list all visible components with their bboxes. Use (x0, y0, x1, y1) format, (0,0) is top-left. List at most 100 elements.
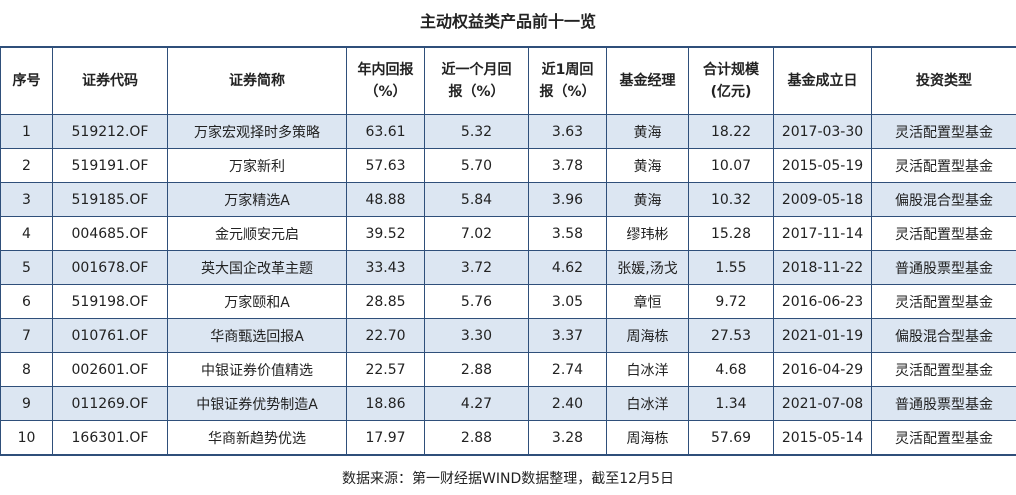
table-cell: 519198.OF (52, 284, 168, 319)
table-cell: 57.69 (688, 420, 774, 456)
table-cell: 519212.OF (52, 114, 168, 149)
table-cell: 灵活配置型基金 (871, 114, 1016, 149)
table-row: 9 011269.OF 中银证券优势制造A 18.86 4.27 2.40 白冰洋 1.34 2… (0, 386, 1016, 421)
table-cell: 万家宏观择时多策略 (167, 114, 347, 149)
table-cell: 2009-05-18 (773, 182, 872, 217)
table-cell: 灵活配置型基金 (871, 420, 1016, 456)
table-cell: 张媛,汤戈 (606, 250, 689, 285)
table-cell: 18.86 (346, 386, 425, 421)
table-cell: 27.53 (688, 318, 774, 353)
table-cell: 3.78 (528, 148, 607, 183)
table-cell: 17.97 (346, 420, 425, 456)
table-cell: 章恒 (606, 284, 689, 319)
table-cell: 普通股票型基金 (871, 250, 1016, 285)
table-cell: 2021-01-19 (773, 318, 872, 353)
table-cell: 5.84 (424, 182, 529, 217)
table-cell: 金元顺安元启 (167, 216, 347, 251)
table-cell: 4.62 (528, 250, 607, 285)
table-cell: 7 (0, 318, 53, 353)
table-cell: 22.57 (346, 352, 425, 387)
table-cell: 2.88 (424, 352, 529, 387)
column-header: 序号 (0, 46, 53, 115)
table-cell: 002601.OF (52, 352, 168, 387)
table-cell: 9.72 (688, 284, 774, 319)
table-cell: 1 (0, 114, 53, 149)
table-cell: 缪玮彬 (606, 216, 689, 251)
table-cell: 中银证券价值精选 (167, 352, 347, 387)
table-cell: 4.68 (688, 352, 774, 387)
table-row: 6 519198.OF 万家颐和A 28.85 5.76 3.05 章恒 9.72 2016-0… (0, 284, 1016, 319)
table-cell: 10 (0, 420, 53, 456)
table-title: 主动权益类产品前十一览 (419, 12, 596, 31)
table-cell: 3.37 (528, 318, 607, 353)
table-cell: 2016-04-29 (773, 352, 872, 387)
table-cell: 黄海 (606, 182, 689, 217)
table-cell: 6 (0, 284, 53, 319)
table-cell: 2017-03-30 (773, 114, 872, 149)
table-cell: 001678.OF (52, 250, 168, 285)
table-row: 2 519191.OF 万家新利 57.63 5.70 3.78 黄海 10.07 2015-0… (0, 148, 1016, 183)
table-cell: 偏股混合型基金 (871, 318, 1016, 353)
table-cell: 3.72 (424, 250, 529, 285)
table-cell: 519185.OF (52, 182, 168, 217)
table-cell: 63.61 (346, 114, 425, 149)
table-row: 10 166301.OF 华商新趋势优选 17.97 2.88 3.28 周海栋 57.69 2… (0, 420, 1016, 456)
table-cell: 白冰洋 (606, 352, 689, 387)
table-cell: 4.27 (424, 386, 529, 421)
table-cell: 010761.OF (52, 318, 168, 353)
table-row: 1 519212.OF 万家宏观择时多策略 63.61 5.32 3.63 黄海 18.22 2… (0, 114, 1016, 149)
table-cell: 万家精选A (167, 182, 347, 217)
table-cell: 10.07 (688, 148, 774, 183)
table-cell: 2015-05-14 (773, 420, 872, 456)
table-cell: 1.55 (688, 250, 774, 285)
table-cell: 9 (0, 386, 53, 421)
table-cell: 3.96 (528, 182, 607, 217)
table-cell: 英大国企改革主题 (167, 250, 347, 285)
table-cell: 22.70 (346, 318, 425, 353)
table-cell: 8 (0, 352, 53, 387)
fund-table: 序号 证券代码 证券简称 年内回报 （%） 近一个月回 报（%） 近1周回 报（%） 基金经… (0, 46, 1016, 456)
table-cell: 万家新利 (167, 148, 347, 183)
table-cell: 10.32 (688, 182, 774, 217)
column-header: 合计规模 (亿元) (688, 46, 774, 115)
table-cell: 2021-07-08 (773, 386, 872, 421)
table-row: 3 519185.OF 万家精选A 48.88 5.84 3.96 黄海 10.32 2009-… (0, 182, 1016, 217)
column-header: 近1周回 报（%） (528, 46, 607, 115)
table-cell: 5.32 (424, 114, 529, 149)
table-cell: 5.70 (424, 148, 529, 183)
column-header: 近一个月回 报（%） (424, 46, 529, 115)
table-cell: 2015-05-19 (773, 148, 872, 183)
table-cell: 周海栋 (606, 318, 689, 353)
table-cell: 2017-11-14 (773, 216, 872, 251)
table-row: 5 001678.OF 英大国企改革主题 33.43 3.72 4.62 张媛,汤戈 1.55… (0, 250, 1016, 285)
table-cell: 33.43 (346, 250, 425, 285)
table-cell: 华商甄选回报A (167, 318, 347, 353)
table-cell: 3 (0, 182, 53, 217)
table-cell: 黄海 (606, 114, 689, 149)
table-cell: 2018-11-22 (773, 250, 872, 285)
table-cell: 2016-06-23 (773, 284, 872, 319)
table-cell: 中银证券优势制造A (167, 386, 347, 421)
table-cell: 519191.OF (52, 148, 168, 183)
table-row: 4 004685.OF 金元顺安元启 39.52 7.02 3.58 缪玮彬 15.28 201… (0, 216, 1016, 251)
table-cell: 普通股票型基金 (871, 386, 1016, 421)
table-cell: 万家颐和A (167, 284, 347, 319)
column-header: 投资类型 (871, 46, 1016, 115)
table-cell: 39.52 (346, 216, 425, 251)
table-cell: 2 (0, 148, 53, 183)
table-cell: 灵活配置型基金 (871, 352, 1016, 387)
table-cell: 华商新趋势优选 (167, 420, 347, 456)
column-header: 证券代码 (52, 46, 168, 115)
source-note: 数据来源：第一财经据WIND数据整理，截至12月5日 (342, 471, 674, 487)
table-cell: 28.85 (346, 284, 425, 319)
header-row: 序号 证券代码 证券简称 年内回报 （%） 近一个月回 报（%） 近1周回 报（%） 基金经… (0, 46, 1016, 115)
table-cell: 周海栋 (606, 420, 689, 456)
table-cell: 偏股混合型基金 (871, 182, 1016, 217)
column-header: 年内回报 （%） (346, 46, 425, 115)
column-header: 证券简称 (167, 46, 347, 115)
table-cell: 3.28 (528, 420, 607, 456)
table-body: 1 519212.OF 万家宏观择时多策略 63.61 5.32 3.63 黄海 18.22 2… (0, 114, 1016, 456)
table-cell: 3.63 (528, 114, 607, 149)
table-cell: 灵活配置型基金 (871, 148, 1016, 183)
